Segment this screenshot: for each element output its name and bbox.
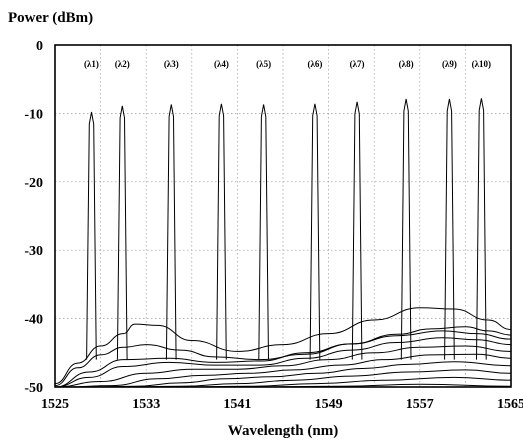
peak-label: (λ5) bbox=[256, 59, 271, 69]
y-tick-labels: 0 -10 -20 -30 -40 -50 bbox=[24, 39, 43, 396]
channel-peak bbox=[216, 103, 227, 360]
channel-peak bbox=[116, 105, 128, 360]
y-tick-label: -20 bbox=[24, 176, 43, 191]
peak-label: (λ2) bbox=[115, 59, 130, 69]
x-tick-label: 1541 bbox=[223, 397, 251, 412]
noise-floor-trace bbox=[55, 337, 511, 387]
y-tick-label: -10 bbox=[24, 107, 43, 122]
peak-label: (λ8) bbox=[399, 59, 414, 69]
channel-peak bbox=[351, 101, 363, 360]
y-axis-title: Power (dBm) bbox=[8, 10, 93, 26]
channel-peak bbox=[86, 111, 97, 360]
x-tick-label: 1557 bbox=[406, 397, 434, 412]
x-tick-label: 1549 bbox=[315, 397, 343, 412]
noise-floor-trace bbox=[55, 326, 511, 387]
grid-lines bbox=[54, 44, 512, 388]
y-tick-label: 0 bbox=[36, 39, 43, 54]
channel-peak bbox=[400, 98, 412, 360]
peak-labels: (λ1) (λ2) (λ3) (λ4) (λ5) (λ6) (λ7) (λ8) (λ9) (λ10… bbox=[84, 59, 491, 69]
peak-label: (λ3) bbox=[164, 59, 179, 69]
peak-label: (λ4) bbox=[214, 59, 229, 69]
channel-peak bbox=[309, 103, 321, 360]
x-tick-label: 1565 bbox=[497, 397, 523, 412]
noise-floor-trace bbox=[55, 330, 511, 387]
channel-peak bbox=[476, 98, 487, 360]
x-tick-labels: 1525 1533 1541 1549 1557 1565 bbox=[41, 397, 523, 412]
noise-floor-trace bbox=[55, 307, 511, 385]
peak-label: (λ7) bbox=[350, 59, 365, 69]
x-axis-title: Wavelength (nm) bbox=[228, 423, 338, 439]
x-tick-label: 1533 bbox=[132, 397, 160, 412]
channel-peak bbox=[165, 104, 177, 360]
channel-peak bbox=[444, 98, 455, 360]
y-tick-label: -40 bbox=[24, 313, 43, 328]
peak-label: (λ9) bbox=[442, 59, 457, 69]
noise-floor-trace bbox=[55, 345, 511, 387]
spectrum-traces bbox=[55, 307, 511, 387]
noise-floor-trace bbox=[66, 353, 511, 387]
peak-label: (λ10) bbox=[472, 59, 491, 69]
y-tick-label: -30 bbox=[24, 244, 43, 259]
peak-label: (λ6) bbox=[307, 59, 322, 69]
y-tick-label: -50 bbox=[24, 381, 43, 396]
channel-peaks bbox=[86, 98, 487, 360]
channel-peak bbox=[258, 104, 269, 360]
x-tick-label: 1525 bbox=[41, 397, 69, 412]
peak-label: (λ1) bbox=[84, 59, 99, 69]
noise-floor-trace bbox=[89, 361, 511, 387]
plot-frame bbox=[54, 44, 512, 388]
